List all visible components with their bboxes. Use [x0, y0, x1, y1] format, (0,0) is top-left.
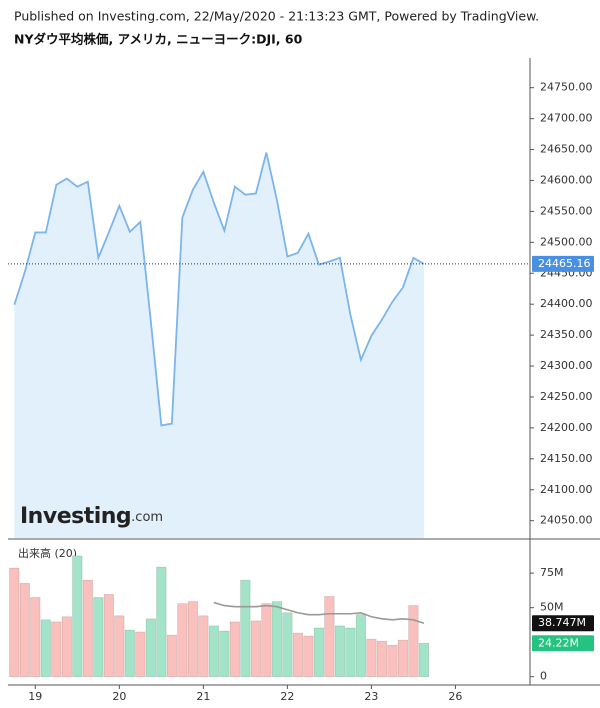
volume-bar — [72, 555, 83, 678]
volume-bar — [345, 627, 356, 678]
x-tick-label: 26 — [448, 690, 462, 703]
watermark-brand: Investing — [20, 504, 131, 529]
volume-bar — [387, 644, 398, 678]
volume-bar — [187, 601, 198, 678]
y-tick-label: 24100.00 — [540, 483, 593, 496]
y-tick-label: 24750.00 — [540, 81, 593, 94]
last-price-tag-text: 24465.16 — [538, 257, 591, 270]
price-line — [13, 152, 425, 427]
y-tick-label: 24300.00 — [540, 359, 593, 372]
volume-bar — [303, 635, 314, 678]
y-tick-label: 0 — [540, 670, 547, 683]
volume-bar — [40, 619, 51, 678]
x-tick-label: 20 — [112, 690, 126, 703]
y-tick-label: 24400.00 — [540, 297, 593, 310]
volume-ma-line — [213, 601, 425, 624]
y-tick-label: 24350.00 — [540, 328, 593, 341]
watermark-suffix: .com — [131, 510, 163, 525]
y-tick-label: 24500.00 — [540, 235, 593, 248]
volume-bar — [61, 616, 72, 678]
volume-bar — [313, 627, 324, 678]
volume-tag: 38.747M — [532, 615, 594, 632]
volume-bar — [51, 621, 62, 678]
volume-bar — [408, 605, 419, 678]
x-tick-label: 22 — [280, 690, 294, 703]
volume-bar — [166, 634, 177, 678]
volume-bar — [9, 567, 20, 678]
volume-bar — [366, 638, 377, 678]
volume-bar — [177, 603, 188, 678]
volume-tag: 24.22M — [532, 635, 594, 652]
last-price-tag: 24465.16 — [532, 255, 594, 272]
last-price-tag-box — [532, 255, 594, 272]
volume-bar — [397, 639, 408, 678]
volume-bar — [135, 631, 146, 678]
volume-bar — [292, 632, 303, 678]
volume-bar — [334, 625, 345, 678]
volume-bar — [219, 630, 230, 678]
price-area — [14, 152, 424, 539]
volume-bar — [93, 597, 104, 678]
volume-bar — [282, 612, 293, 678]
volume-bar — [208, 625, 219, 678]
volume-bar — [250, 620, 261, 678]
volume-tag-box — [532, 635, 594, 652]
volume-bar — [355, 614, 366, 678]
volume-bar — [324, 596, 335, 678]
volume-bar — [103, 594, 114, 678]
volume-bar — [418, 642, 429, 678]
volume-bar — [261, 603, 272, 678]
volume-bar — [82, 579, 93, 678]
y-tick-label: 75M — [540, 566, 564, 579]
volume-bar — [198, 615, 209, 678]
volume-title: 出来高 (20) — [18, 546, 77, 560]
x-tick-label: 19 — [28, 690, 42, 703]
y-tick-label: 24600.00 — [540, 173, 593, 186]
volume-tag-box — [532, 615, 594, 632]
volume-bar — [229, 621, 240, 678]
volume-bar — [271, 601, 282, 678]
y-tick-label: 24250.00 — [540, 390, 593, 403]
volume-bar — [19, 583, 30, 678]
chart-title: NYダウ平均株価, アメリカ, ニューヨーク:DJI, 60 — [14, 32, 303, 47]
y-tick-label: 24200.00 — [540, 421, 593, 434]
y-tick-label: 24550.00 — [540, 204, 593, 217]
volume-bar — [114, 615, 125, 678]
volume-tag-text: 38.747M — [538, 616, 586, 629]
volume-bar — [240, 579, 251, 678]
y-tick-label: 24150.00 — [540, 452, 593, 465]
volume-bar — [145, 618, 156, 678]
header: Published on Investing.com, 22/May/2020 … — [14, 9, 539, 24]
volume-tag-text: 24.22M — [538, 636, 579, 649]
y-tick-label: 24650.00 — [540, 143, 593, 156]
volume-bar — [124, 629, 135, 678]
watermark: Investing.com — [20, 504, 163, 529]
volume-bar — [376, 640, 387, 678]
x-tick-label: 23 — [364, 690, 378, 703]
volume-bar — [156, 566, 167, 678]
y-tick-label: 24700.00 — [540, 112, 593, 125]
y-tick-label: 24050.00 — [540, 514, 593, 527]
x-tick-label: 21 — [196, 690, 210, 703]
volume-bar — [30, 597, 41, 678]
y-tick-label: 50M — [540, 601, 564, 614]
